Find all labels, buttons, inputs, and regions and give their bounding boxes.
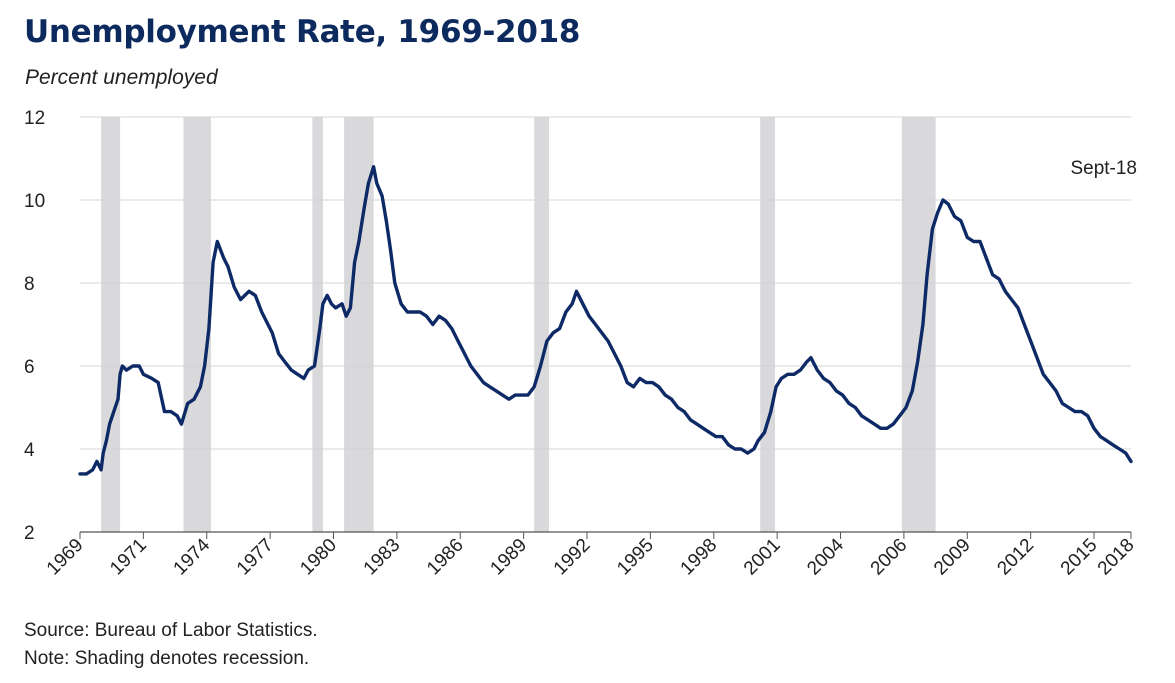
y-tick-label: 2	[24, 523, 35, 544]
latest-date-annotation: Sept-18	[1070, 158, 1137, 179]
recession-note: Note: Shading denotes recession.	[24, 648, 310, 669]
x-tick-label: 1983	[360, 535, 405, 580]
x-tick-label: 1969	[43, 535, 88, 580]
recession-band	[183, 117, 211, 532]
y-tick-label: 12	[24, 108, 45, 129]
x-tick-label: 2006	[867, 535, 912, 580]
x-tick-label: 1974	[170, 534, 215, 579]
x-tick-label: 2004	[803, 534, 848, 579]
annotations: Sept-18	[1070, 158, 1137, 179]
x-tick-label: 1989	[486, 535, 531, 580]
recession-band	[534, 117, 549, 532]
recession-shading	[101, 117, 936, 532]
recession-band	[760, 117, 776, 532]
x-tick-label: 2018	[1094, 535, 1139, 580]
y-tick-label: 4	[24, 440, 35, 461]
x-tick-label: 2009	[930, 535, 975, 580]
chart-subtitle: Percent unemployed	[25, 66, 218, 89]
x-tick-label: 1998	[677, 535, 722, 580]
x-tick-label: 1995	[613, 535, 658, 580]
series-layer	[78, 165, 1133, 476]
x-tick-label: 1980	[296, 535, 341, 580]
recession-band	[312, 117, 323, 532]
x-tick-label: 2015	[1057, 535, 1102, 580]
recession-band	[901, 117, 936, 532]
y-tick-label: 6	[24, 357, 35, 378]
unemployment-rate-line	[78, 165, 1133, 476]
x-tick-label: 1992	[550, 535, 595, 580]
x-tick-label: 1971	[106, 535, 151, 580]
x-tick-label: 2001	[740, 535, 785, 580]
y-tick-label: 8	[24, 274, 35, 295]
y-axis-ticks: 2 4 6 8 10 12	[24, 108, 45, 544]
x-tick-label: 1977	[233, 535, 278, 580]
x-axis-ticks: 1969 1971 1974 1977 1980 1983 1986 1989 1992 1995…	[43, 532, 1139, 579]
source-note: Source: Bureau of Labor Statistics.	[24, 620, 318, 641]
x-tick-label: 1986	[423, 535, 468, 580]
recession-band	[101, 117, 121, 532]
x-tick-label: 2012	[993, 535, 1038, 580]
grid-lines	[80, 116, 1131, 533]
chart-title: Unemployment Rate, 1969-2018	[24, 14, 581, 50]
y-tick-label: 10	[24, 191, 45, 212]
